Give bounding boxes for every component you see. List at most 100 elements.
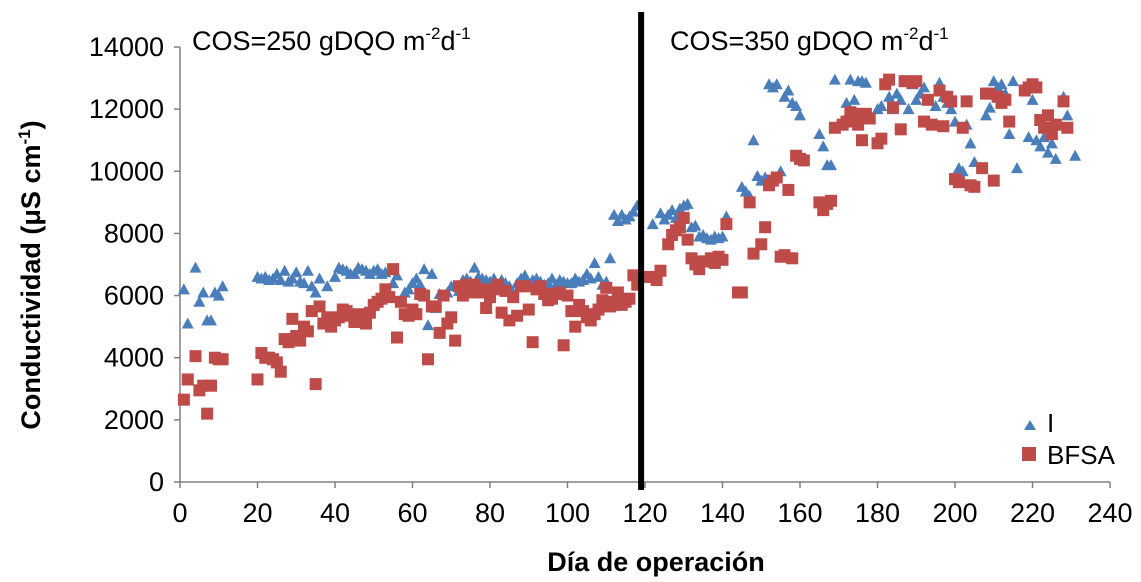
data-point-bfsa xyxy=(856,134,868,147)
annotation-phase-1: COS=250 gDQO m-2d-1 xyxy=(192,24,471,56)
data-point-bfsa xyxy=(418,289,431,302)
data-point-bfsa xyxy=(557,339,570,352)
data-point-bfsa xyxy=(755,238,768,251)
data-point-bfsa xyxy=(797,154,810,167)
data-point-bfsa xyxy=(825,194,837,207)
data-point-i xyxy=(309,286,322,298)
data-point-bfsa xyxy=(786,252,799,265)
legend-label-bfsa: BFSA xyxy=(1047,440,1116,470)
data-point-i xyxy=(983,101,996,113)
data-point-bfsa xyxy=(960,95,973,108)
data-point-i xyxy=(716,230,729,242)
data-point-bfsa xyxy=(956,121,969,134)
data-point-bfsa xyxy=(852,118,865,131)
data-point-bfsa xyxy=(910,75,923,88)
data-point-bfsa xyxy=(480,302,493,314)
x-tick-label: 200 xyxy=(932,498,977,528)
data-point-bfsa xyxy=(770,171,783,184)
data-point-i xyxy=(646,218,659,230)
data-point-i xyxy=(1069,149,1082,161)
data-point-i xyxy=(212,289,225,301)
data-point-i xyxy=(278,264,291,276)
data-point-bfsa xyxy=(976,162,989,175)
data-point-bfsa xyxy=(201,407,214,420)
data-point-bfsa xyxy=(968,180,981,193)
data-point-i xyxy=(348,267,361,279)
data-point-bfsa xyxy=(437,289,450,302)
x-tick-label: 0 xyxy=(172,498,187,528)
data-point-bfsa xyxy=(782,183,795,196)
x-axis-ticks: 0 20 40 60 80 100 120 140 160 180 200 220 240 xyxy=(172,482,1133,528)
data-point-bfsa xyxy=(650,274,663,287)
data-point-i xyxy=(418,263,431,275)
data-point-bfsa xyxy=(1038,121,1051,134)
x-tick-label: 100 xyxy=(545,498,590,528)
legend-label-i: I xyxy=(1047,408,1054,438)
data-point-i xyxy=(216,280,229,292)
data-point-bfsa xyxy=(518,280,531,293)
data-point-bfsa xyxy=(1042,109,1054,122)
data-point-bfsa xyxy=(887,101,899,114)
y-axis-title-end: ) xyxy=(16,120,46,129)
data-point-i xyxy=(205,314,217,326)
data-point-i xyxy=(1045,137,1058,149)
data-point-bfsa xyxy=(526,336,539,349)
legend-item-bfsa: BFSA xyxy=(1022,440,1116,470)
annotation-phase-1-main: COS=250 gDQO m xyxy=(192,26,425,56)
x-tick-label: 40 xyxy=(320,498,350,528)
data-point-bfsa xyxy=(875,132,888,145)
data-point-i xyxy=(794,109,806,121)
x-tick-label: 60 xyxy=(397,498,427,528)
data-point-bfsa xyxy=(681,233,694,246)
y-tick-label: 10000 xyxy=(89,156,164,186)
data-point-bfsa xyxy=(301,325,314,338)
data-point-i xyxy=(193,295,206,307)
data-point-bfsa xyxy=(270,356,283,369)
data-point-i xyxy=(1007,75,1020,87)
data-point-i xyxy=(286,272,299,284)
legend: I BFSA xyxy=(1022,408,1116,470)
data-point-i xyxy=(321,280,334,292)
data-point-i xyxy=(840,96,853,108)
data-point-bfsa xyxy=(422,353,434,366)
data-point-i xyxy=(782,84,795,96)
y-tick-label: 8000 xyxy=(104,218,164,248)
data-point-i xyxy=(425,267,438,279)
data-point-i xyxy=(790,100,803,112)
data-point-i xyxy=(189,261,202,273)
data-point-i xyxy=(274,274,287,286)
data-point-bfsa xyxy=(274,365,287,378)
data-point-i xyxy=(980,109,992,121)
data-point-i xyxy=(422,319,434,331)
data-point-bfsa xyxy=(662,238,675,251)
series-bfsa-points xyxy=(177,73,1074,420)
data-point-bfsa xyxy=(894,123,907,136)
data-point-bfsa xyxy=(1061,121,1074,134)
data-point-bfsa xyxy=(716,253,729,266)
annotation-phase-2-main: COS=350 gDQO m xyxy=(670,26,903,56)
data-point-bfsa xyxy=(937,120,950,133)
data-point-i xyxy=(681,197,694,209)
data-point-bfsa xyxy=(511,309,524,322)
data-point-bfsa xyxy=(569,320,582,333)
data-point-bfsa xyxy=(747,247,760,260)
data-point-i xyxy=(588,256,601,268)
data-point-bfsa xyxy=(828,121,841,134)
legend-marker-square xyxy=(1022,447,1036,461)
data-point-bfsa xyxy=(952,176,965,189)
data-point-i xyxy=(1034,140,1047,152)
y-tick-label: 0 xyxy=(149,467,164,497)
data-point-i xyxy=(592,270,605,282)
data-point-i xyxy=(329,270,341,282)
x-tick-label: 180 xyxy=(855,498,900,528)
annotation-phase-2: COS=350 gDQO m-2d-1 xyxy=(670,24,949,56)
y-tick-label: 4000 xyxy=(104,343,164,373)
data-point-bfsa xyxy=(987,174,1000,187)
data-point-bfsa xyxy=(410,308,423,321)
data-point-bfsa xyxy=(677,211,690,224)
data-point-bfsa xyxy=(735,286,748,299)
data-point-bfsa xyxy=(387,263,400,276)
data-point-bfsa xyxy=(286,312,299,325)
data-point-bfsa xyxy=(445,311,458,324)
